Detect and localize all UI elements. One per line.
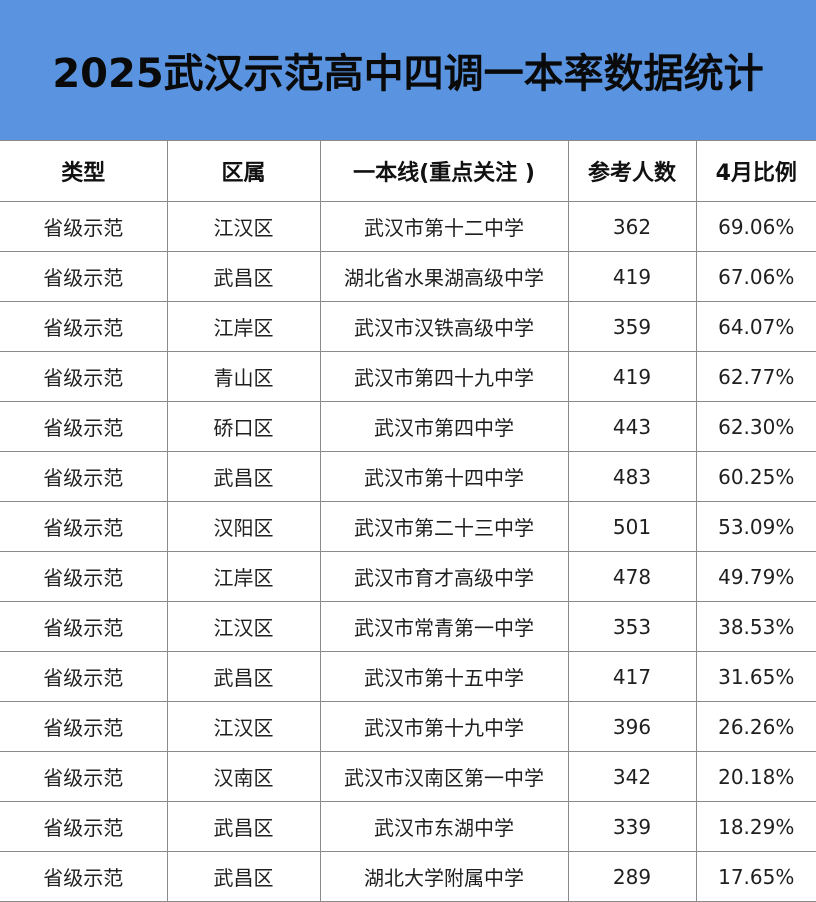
cell-april-ratio: 38.53% (695, 601, 816, 652)
cell-type: 省级示范 (0, 701, 168, 752)
cell-examinees: 353 (567, 601, 697, 652)
cell-school: 武汉市育才高级中学 (319, 551, 569, 602)
cell-examinees: 483 (567, 451, 697, 502)
cell-type: 省级示范 (0, 651, 168, 702)
cell-examinees: 501 (567, 501, 697, 552)
cell-type: 省级示范 (0, 401, 168, 452)
cell-district: 武昌区 (166, 651, 321, 702)
cell-type: 省级示范 (0, 201, 168, 252)
cell-school: 武汉市第四中学 (319, 401, 569, 452)
cell-school: 武汉市第二十三中学 (319, 501, 569, 552)
cell-examinees: 342 (567, 751, 697, 802)
table-row: 省级示范 江岸区 武汉市汉铁高级中学 359 64.07% (0, 301, 816, 352)
title-banner: 2025武汉示范高中四调一本率数据统计 (0, 0, 816, 140)
table-row: 省级示范 青山区 武汉市第四十九中学 419 62.77% (0, 351, 816, 402)
cell-school: 武汉市汉铁高级中学 (319, 301, 569, 352)
cell-district: 江汉区 (166, 701, 321, 752)
cell-school: 湖北大学附属中学 (319, 851, 569, 902)
cell-school: 武汉市汉南区第一中学 (319, 751, 569, 802)
table-row: 省级示范 武昌区 湖北大学附属中学 289 17.65% (0, 851, 816, 902)
cell-type: 省级示范 (0, 351, 168, 402)
cell-district: 武昌区 (166, 851, 321, 902)
cell-april-ratio: 62.30% (695, 401, 816, 452)
table-row: 省级示范 江汉区 武汉市第十九中学 396 26.26% (0, 701, 816, 752)
header-type: 类型 (0, 140, 168, 202)
table-row: 省级示范 武昌区 武汉市东湖中学 339 18.29% (0, 801, 816, 852)
page-title: 2025武汉示范高中四调一本率数据统计 (52, 51, 764, 97)
cell-school: 武汉市第十五中学 (319, 651, 569, 702)
cell-school: 武汉市常青第一中学 (319, 601, 569, 652)
cell-type: 省级示范 (0, 451, 168, 502)
cell-district: 汉阳区 (166, 501, 321, 552)
data-table: 类型 区属 一本线(重点关注 ) 参考人数 4月比例 省级示范 江汉区 武汉市第十二… (0, 140, 816, 902)
cell-type: 省级示范 (0, 551, 168, 602)
cell-district: 武昌区 (166, 801, 321, 852)
cell-type: 省级示范 (0, 801, 168, 852)
table-row: 省级示范 武昌区 武汉市第十五中学 417 31.65% (0, 651, 816, 702)
cell-examinees: 419 (567, 351, 697, 402)
cell-type: 省级示范 (0, 851, 168, 902)
cell-type: 省级示范 (0, 501, 168, 552)
header-row: 类型 区属 一本线(重点关注 ) 参考人数 4月比例 (0, 140, 816, 202)
cell-school: 武汉市第十九中学 (319, 701, 569, 752)
cell-april-ratio: 69.06% (695, 201, 816, 252)
cell-april-ratio: 17.65% (695, 851, 816, 902)
header-district: 区属 (166, 140, 321, 202)
cell-april-ratio: 20.18% (695, 751, 816, 802)
table-row: 省级示范 汉南区 武汉市汉南区第一中学 342 20.18% (0, 751, 816, 802)
cell-examinees: 339 (567, 801, 697, 852)
cell-april-ratio: 67.06% (695, 251, 816, 302)
header-school: 一本线(重点关注 ) (319, 140, 569, 202)
table-row: 省级示范 江汉区 武汉市常青第一中学 353 38.53% (0, 601, 816, 652)
cell-type: 省级示范 (0, 251, 168, 302)
cell-type: 省级示范 (0, 751, 168, 802)
cell-april-ratio: 64.07% (695, 301, 816, 352)
cell-examinees: 443 (567, 401, 697, 452)
cell-type: 省级示范 (0, 601, 168, 652)
header-april-ratio: 4月比例 (695, 140, 816, 202)
cell-april-ratio: 18.29% (695, 801, 816, 852)
table-row: 省级示范 江汉区 武汉市第十二中学 362 69.06% (0, 201, 816, 252)
table-row: 省级示范 江岸区 武汉市育才高级中学 478 49.79% (0, 551, 816, 602)
cell-april-ratio: 60.25% (695, 451, 816, 502)
cell-april-ratio: 31.65% (695, 651, 816, 702)
cell-school: 武汉市东湖中学 (319, 801, 569, 852)
cell-examinees: 419 (567, 251, 697, 302)
table-row: 省级示范 硚口区 武汉市第四中学 443 62.30% (0, 401, 816, 452)
cell-april-ratio: 49.79% (695, 551, 816, 602)
cell-district: 武昌区 (166, 251, 321, 302)
cell-district: 硚口区 (166, 401, 321, 452)
table-row: 省级示范 汉阳区 武汉市第二十三中学 501 53.09% (0, 501, 816, 552)
cell-school: 武汉市第四十九中学 (319, 351, 569, 402)
cell-district: 武昌区 (166, 451, 321, 502)
cell-school: 湖北省水果湖高级中学 (319, 251, 569, 302)
cell-examinees: 362 (567, 201, 697, 252)
cell-district: 青山区 (166, 351, 321, 402)
cell-school: 武汉市第十四中学 (319, 451, 569, 502)
cell-examinees: 417 (567, 651, 697, 702)
cell-examinees: 359 (567, 301, 697, 352)
cell-examinees: 478 (567, 551, 697, 602)
cell-school: 武汉市第十二中学 (319, 201, 569, 252)
cell-examinees: 396 (567, 701, 697, 752)
cell-district: 江岸区 (166, 551, 321, 602)
table-body: 省级示范 江汉区 武汉市第十二中学 362 69.06% 省级示范 武昌区 湖北省水果湖高级中… (0, 201, 816, 902)
cell-april-ratio: 26.26% (695, 701, 816, 752)
cell-type: 省级示范 (0, 301, 168, 352)
cell-district: 江汉区 (166, 201, 321, 252)
table-header: 类型 区属 一本线(重点关注 ) 参考人数 4月比例 (0, 140, 816, 202)
cell-district: 江岸区 (166, 301, 321, 352)
cell-district: 江汉区 (166, 601, 321, 652)
cell-examinees: 289 (567, 851, 697, 902)
table-row: 省级示范 武昌区 武汉市第十四中学 483 60.25% (0, 451, 816, 502)
cell-april-ratio: 53.09% (695, 501, 816, 552)
cell-district: 汉南区 (166, 751, 321, 802)
header-examinees: 参考人数 (567, 140, 697, 202)
cell-april-ratio: 62.77% (695, 351, 816, 402)
table-row: 省级示范 武昌区 湖北省水果湖高级中学 419 67.06% (0, 251, 816, 302)
